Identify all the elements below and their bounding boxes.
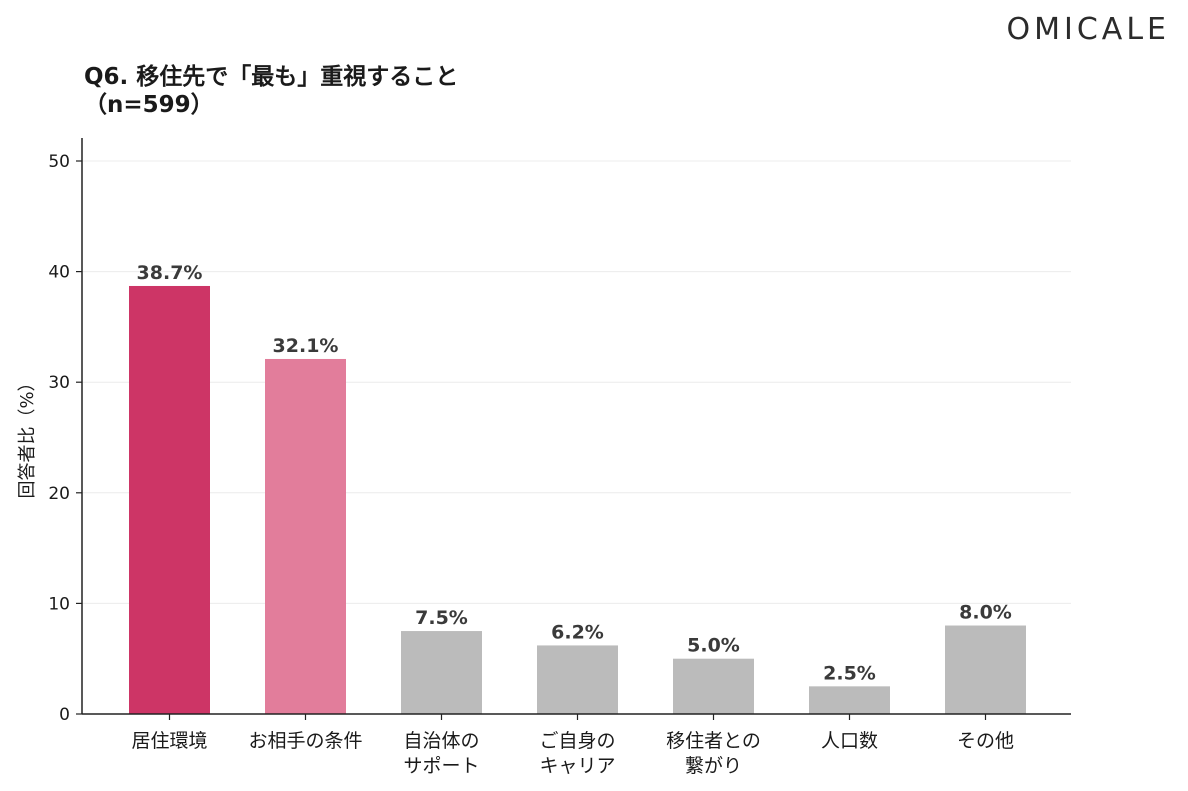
y-tick-label: 50 (48, 152, 70, 172)
bar (673, 658, 754, 714)
x-category-label-line: 移住者との (666, 730, 761, 752)
x-category-label-line: 人口数 (821, 730, 878, 752)
bar (945, 625, 1026, 714)
y-tick-label: 10 (48, 594, 70, 614)
x-category-labels: 居住環境 お相手の条件 自治体のサポート ご自身のキャリア 移住者との繋がり 人口数 その他 (131, 714, 1014, 777)
x-category-label-line: 居住環境 (131, 730, 207, 752)
x-category-label: 人口数 (821, 730, 878, 752)
value-labels: 38.7% 32.1% 7.5% 6.2% 5.0% 2.5% 8.0% (137, 262, 1012, 684)
x-category-label-line: 繋がり (685, 755, 742, 777)
x-category-label: 自治体のサポート (403, 730, 479, 777)
bar (537, 645, 618, 714)
bar-value-label: 2.5% (823, 662, 876, 684)
bar-value-label: 5.0% (687, 635, 740, 657)
bar-value-label: 38.7% (137, 262, 203, 284)
bar-value-label: 32.1% (273, 335, 339, 357)
x-category-label: 移住者との繋がり (666, 730, 761, 777)
y-tick-label: 40 (48, 263, 70, 283)
x-category-label: 居住環境 (131, 730, 207, 752)
axes (81, 138, 1071, 715)
y-tick-label: 0 (59, 705, 70, 725)
bar (265, 358, 346, 714)
x-category-label-line: その他 (957, 730, 1014, 752)
y-axis-label: 回答者比（%） (17, 373, 38, 498)
brand-logo: OMICALE (1006, 12, 1170, 47)
x-category-label-line: お相手の条件 (248, 730, 362, 752)
x-category-label-line: サポート (403, 755, 479, 777)
x-category-label: ご自身のキャリア (539, 730, 615, 777)
bar-value-label: 8.0% (959, 602, 1012, 624)
x-category-label-line: キャリア (539, 755, 615, 777)
y-tick-label: 20 (48, 484, 70, 504)
bar (401, 631, 482, 714)
bar-value-label: 6.2% (551, 621, 604, 643)
y-ticks: 0 10 20 30 40 50 (48, 152, 82, 725)
x-category-label: その他 (957, 730, 1014, 752)
x-category-label: お相手の条件 (248, 730, 362, 752)
x-category-label-line: ご自身の (539, 730, 615, 752)
bar-value-label: 7.5% (415, 607, 468, 629)
x-category-label-line: 自治体の (403, 730, 479, 752)
y-tick-label: 30 (48, 373, 70, 393)
bar (809, 686, 890, 714)
bar (129, 285, 210, 714)
gridlines (82, 160, 1071, 604)
chart-title: Q6. 移住先で「最も」重視すること (84, 64, 459, 90)
chart-subtitle: （n=599） (84, 92, 214, 118)
bars (129, 285, 1026, 714)
